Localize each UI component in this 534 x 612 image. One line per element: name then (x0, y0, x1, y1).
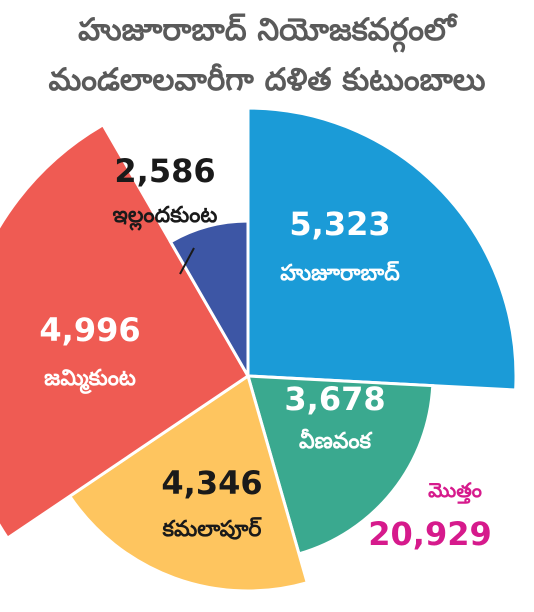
slice-hujurabad (246, 106, 518, 392)
pie-labels: 5,323 హుజూరాబాద్ 3,678 వీణవంక 4,346 కమలాపూర్ 4… (39, 152, 491, 553)
label-kamalapur: కమలాపూర్ (162, 517, 263, 542)
total-label: మొత్తం (428, 478, 482, 504)
label-illandakunta: ఇల్లందకుంట (113, 203, 218, 231)
value-veenavanka: 3,678 (284, 380, 385, 418)
label-hujurabad: హుజూరాబాద్ (280, 261, 400, 286)
slice-jammikunta (0, 122, 250, 541)
label-veenavanka: వీణవంక (299, 428, 373, 454)
chart-title-line-2: మండలాలవారీగా దళిత కుటుంబాలు (48, 62, 486, 98)
value-jammikunta: 4,996 (39, 311, 140, 349)
callout-line (179, 247, 195, 275)
value-hujurabad: 5,323 (289, 205, 390, 243)
value-kamalapur: 4,346 (161, 464, 262, 502)
slice-kamalapur (67, 373, 310, 593)
slice-illandakunta (168, 219, 250, 382)
pie-slices (0, 106, 518, 593)
label-jammikunta: జమ్మికుంట (44, 366, 136, 394)
value-illandakunta: 2,586 (114, 152, 215, 190)
total-value: 20,929 (368, 515, 491, 553)
chart-title-line-1: హుజూరాబాద్ నియోజకవర్గంలో (78, 12, 456, 48)
slice-veenavanka (245, 374, 435, 556)
